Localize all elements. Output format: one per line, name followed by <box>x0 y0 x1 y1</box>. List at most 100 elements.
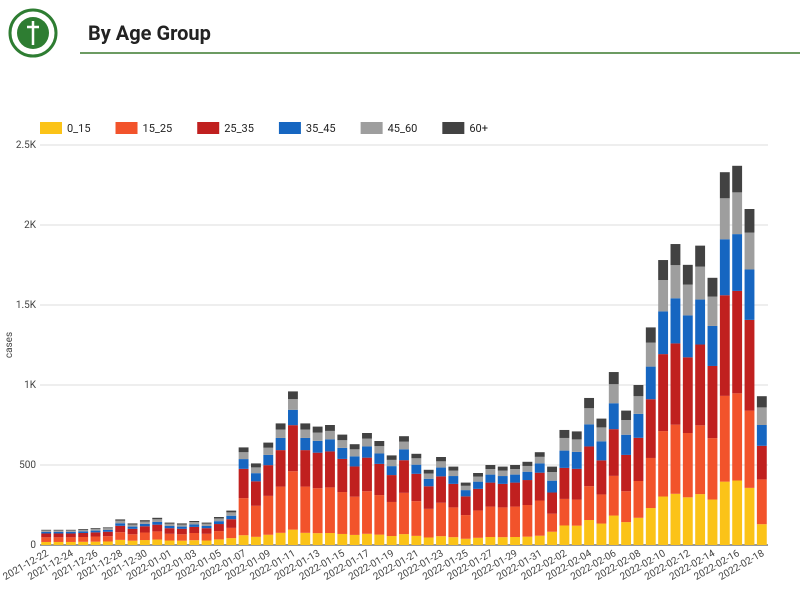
bar-segment <box>139 532 150 541</box>
bar-segment <box>349 444 360 450</box>
bar-segment <box>744 487 755 545</box>
bar-segment <box>695 299 706 345</box>
bar-segment <box>139 540 150 545</box>
bar-segment <box>645 508 656 545</box>
bar-segment <box>349 449 360 457</box>
bar-segment <box>756 524 767 545</box>
bar-segment <box>127 540 138 545</box>
bar-segment <box>473 476 483 482</box>
legend-swatch <box>278 122 301 134</box>
bar-segment <box>300 429 311 438</box>
bar-segment <box>596 494 607 524</box>
bar-segment <box>559 525 570 545</box>
bar-segment <box>312 426 323 433</box>
bar-segment <box>362 533 372 545</box>
bar-segment <box>275 423 286 430</box>
bar-segment <box>386 475 397 502</box>
bar-segment <box>571 468 582 500</box>
bar-segment <box>534 452 545 457</box>
bar-segment <box>436 536 446 545</box>
bar-segment <box>238 452 249 460</box>
bar-segment <box>53 529 64 531</box>
bar-segment <box>707 365 718 439</box>
bar-segment <box>744 209 755 233</box>
bar-segment <box>312 432 323 441</box>
bar-segment <box>386 459 397 467</box>
bar-segment <box>473 510 483 538</box>
bar-segment <box>78 537 89 542</box>
bar-segment <box>399 534 409 545</box>
bar-segment <box>337 434 348 441</box>
bar-segment <box>608 372 619 385</box>
bar-segment <box>707 277 718 297</box>
bar-segment <box>238 468 249 499</box>
bar-segment <box>337 492 348 534</box>
bar-segment <box>250 505 261 537</box>
bar-segment <box>621 434 632 455</box>
bar-segment <box>485 506 496 537</box>
bar-segment <box>682 315 693 358</box>
bar-segment <box>164 525 175 529</box>
bar-segment <box>571 439 582 452</box>
bar-segment <box>325 533 335 545</box>
bar-segment <box>226 538 237 545</box>
bar-segment <box>65 529 76 531</box>
bar-segment <box>522 536 533 545</box>
bar-segment <box>164 523 175 526</box>
bar-segment <box>534 472 545 501</box>
bar-segment <box>695 425 706 495</box>
bar-segment <box>559 437 570 451</box>
bar-segment <box>399 492 409 535</box>
bar-segment <box>411 453 422 459</box>
bar-segment <box>90 541 101 545</box>
bar-segment <box>547 531 558 545</box>
bar-segment <box>53 541 64 545</box>
bar-segment <box>670 265 681 299</box>
bar-segment <box>115 519 126 521</box>
bar-segment <box>547 492 558 514</box>
bar-segment <box>522 505 533 537</box>
bar-segment <box>645 457 656 509</box>
bar-segment <box>152 539 163 545</box>
bar-segment <box>695 266 706 300</box>
legend-label: 15_25 <box>143 122 173 135</box>
legend-label: 0_15 <box>67 122 91 135</box>
bar-segment <box>608 429 619 476</box>
bar-segment <box>263 465 274 496</box>
bar-segment <box>621 522 632 545</box>
bar-segment <box>102 528 113 530</box>
legend-swatch <box>197 122 220 134</box>
bar-segment <box>682 497 693 545</box>
bar-segment <box>263 447 274 455</box>
bar-segment <box>732 480 743 545</box>
bar-segment <box>719 295 730 396</box>
bar-segment <box>670 298 681 344</box>
bar-segment <box>263 442 274 448</box>
bar-segment <box>362 491 372 534</box>
bar-segment <box>608 403 619 430</box>
y-tick-label: 0 <box>30 540 36 551</box>
bar-segment <box>448 466 459 471</box>
bar-segment <box>201 523 212 526</box>
y-tick-label: 1K <box>24 380 37 391</box>
bar-segment <box>362 433 372 439</box>
bar-segment <box>460 490 471 497</box>
bar-segment <box>682 433 693 498</box>
bar-segment <box>250 481 261 506</box>
legend-swatch <box>442 122 465 134</box>
bar-segment <box>522 471 533 481</box>
bar-segment <box>127 534 138 541</box>
bar-segment <box>250 536 261 545</box>
bar-segment <box>386 536 397 545</box>
bar-segment <box>275 486 286 533</box>
bar-segment <box>473 473 483 477</box>
bar-segment <box>510 465 520 469</box>
bar-segment <box>448 476 459 484</box>
bar-segment <box>115 523 126 526</box>
bar-segment <box>115 525 126 533</box>
bar-segment <box>658 260 669 281</box>
bar-segment <box>584 408 595 425</box>
legend-label: 60+ <box>469 122 488 135</box>
bar-segment <box>78 541 89 545</box>
